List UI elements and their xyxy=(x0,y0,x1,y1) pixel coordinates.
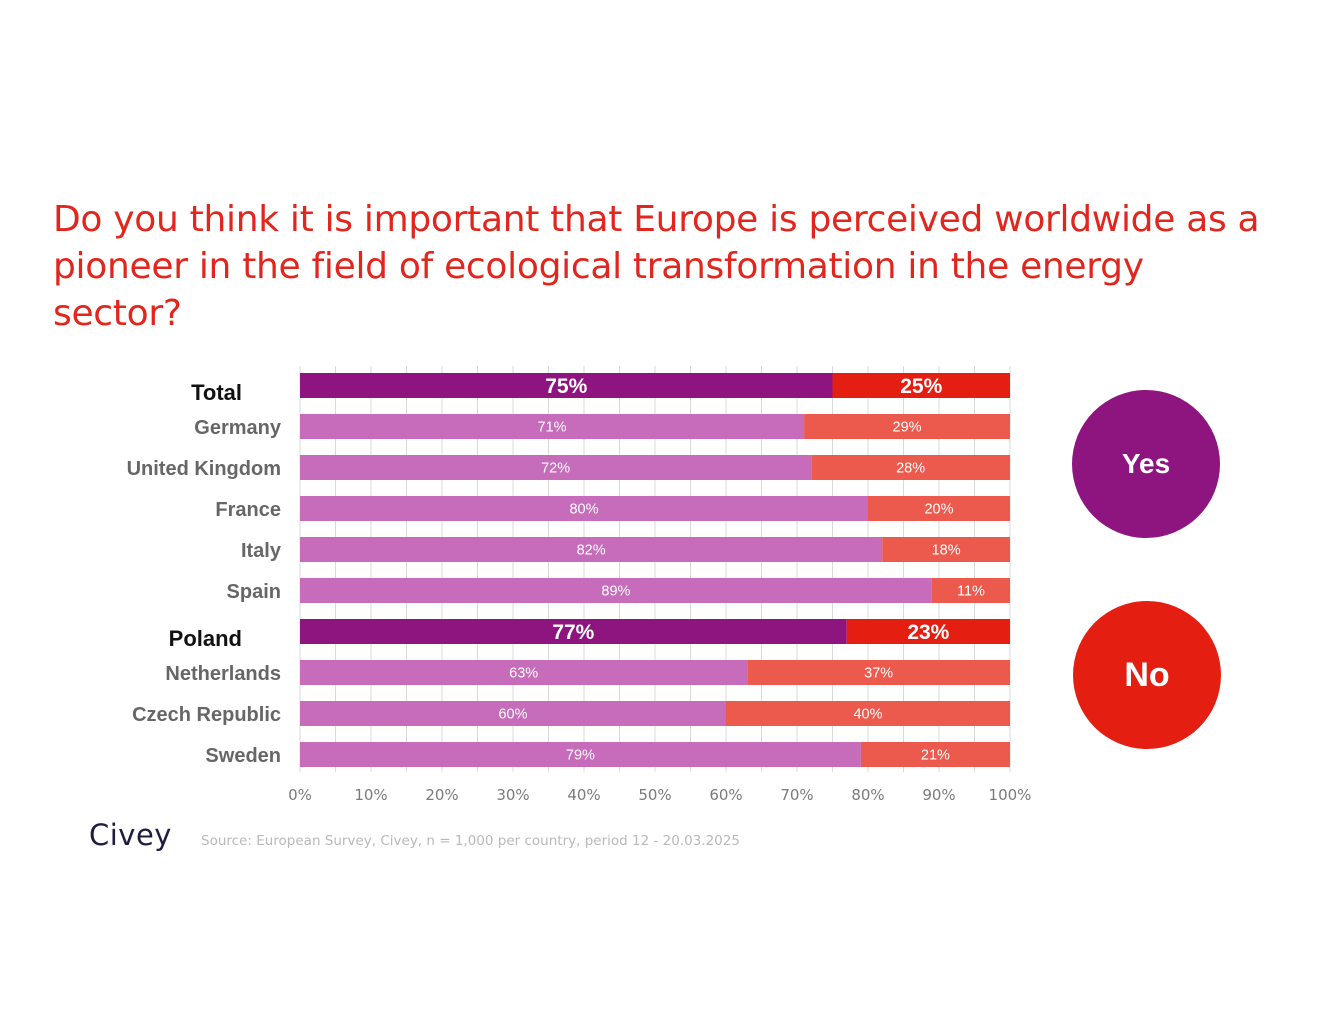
chart-title: Do you think it is important that Europe… xyxy=(53,199,1260,334)
bar-yes-label: 60% xyxy=(498,707,527,723)
bar-no-label: 40% xyxy=(853,707,882,723)
bar-no xyxy=(832,373,1010,398)
bar-yes xyxy=(300,578,932,603)
bar-no-label: 25% xyxy=(900,375,942,398)
x-tick-label: 80% xyxy=(851,786,884,804)
bar-no xyxy=(860,742,1010,767)
bar-yes xyxy=(300,660,748,685)
bar-yes xyxy=(300,619,847,644)
bars: 75% 25% 71% 29% 72% 28% 80% 20% 82% 18% 89% 11% 77% 2… xyxy=(300,373,1010,767)
bar-yes-label: 79% xyxy=(566,748,595,764)
bar-no-label: 23% xyxy=(907,621,949,644)
category-label: Italy xyxy=(241,540,282,562)
bar-yes-label: 63% xyxy=(509,666,538,682)
bar-no-label: 11% xyxy=(957,584,985,600)
category-label: Sweden xyxy=(205,745,281,767)
source-note: Source: European Survey, Civey, n = 1,00… xyxy=(201,833,740,849)
x-tick-label: 0% xyxy=(288,786,312,804)
bar-no xyxy=(846,619,1010,644)
x-tick-label: 20% xyxy=(425,786,458,804)
x-tick-label: 30% xyxy=(496,786,529,804)
bar-no-label: 21% xyxy=(921,748,950,764)
x-tick-label: 50% xyxy=(638,786,671,804)
category-label: United Kingdom xyxy=(127,458,281,480)
x-axis-ticks: 0% 10% 20% 30% 40% 50% 60% 70% 80% 90% 100% xyxy=(288,786,1031,804)
category-label: Poland xyxy=(169,626,242,651)
bar-yes xyxy=(300,701,726,726)
bar-no-label: 18% xyxy=(932,543,961,559)
bar-no xyxy=(868,496,1010,521)
x-tick-label: 60% xyxy=(709,786,742,804)
bar-no-label: 20% xyxy=(924,502,953,518)
bar-yes-label: 82% xyxy=(577,543,606,559)
x-tick-label: 40% xyxy=(567,786,600,804)
x-tick-label: 70% xyxy=(780,786,813,804)
category-labels: Total Germany United Kingdom France Italy Spa… xyxy=(127,380,282,767)
category-label: Germany xyxy=(194,417,282,439)
bar-yes xyxy=(300,496,868,521)
x-tick-label: 90% xyxy=(922,786,955,804)
bar-no xyxy=(931,578,1010,603)
bar-yes xyxy=(300,537,883,562)
bar-no xyxy=(882,537,1010,562)
bar-yes xyxy=(300,414,805,439)
bar-yes-label: 72% xyxy=(541,461,570,477)
category-label: Czech Republic xyxy=(132,704,281,726)
bar-no-label: 37% xyxy=(864,666,893,682)
category-label: Netherlands xyxy=(165,663,281,685)
bar-no xyxy=(726,701,1010,726)
bar-yes-label: 77% xyxy=(552,621,594,644)
x-tick-label: 100% xyxy=(989,786,1032,804)
category-label: Spain xyxy=(227,581,281,603)
bar-yes xyxy=(300,373,833,398)
bar-no xyxy=(811,455,1010,480)
bar-no xyxy=(804,414,1010,439)
bar-no xyxy=(747,660,1010,685)
civey-logo: Civey xyxy=(89,818,172,852)
bar-no-label: 28% xyxy=(896,461,925,477)
bar-yes-label: 75% xyxy=(545,375,587,398)
x-tick-label: 10% xyxy=(354,786,387,804)
bar-yes xyxy=(300,455,812,480)
bar-yes-label: 89% xyxy=(601,584,630,600)
bar-yes xyxy=(300,742,861,767)
legend-yes: Yes xyxy=(1072,390,1220,538)
category-label: Total xyxy=(191,380,242,405)
bar-no-label: 29% xyxy=(893,420,922,436)
bar-yes-label: 71% xyxy=(538,420,567,436)
category-label: France xyxy=(215,499,281,521)
bar-yes-label: 80% xyxy=(569,502,598,518)
legend-no: No xyxy=(1073,601,1221,749)
